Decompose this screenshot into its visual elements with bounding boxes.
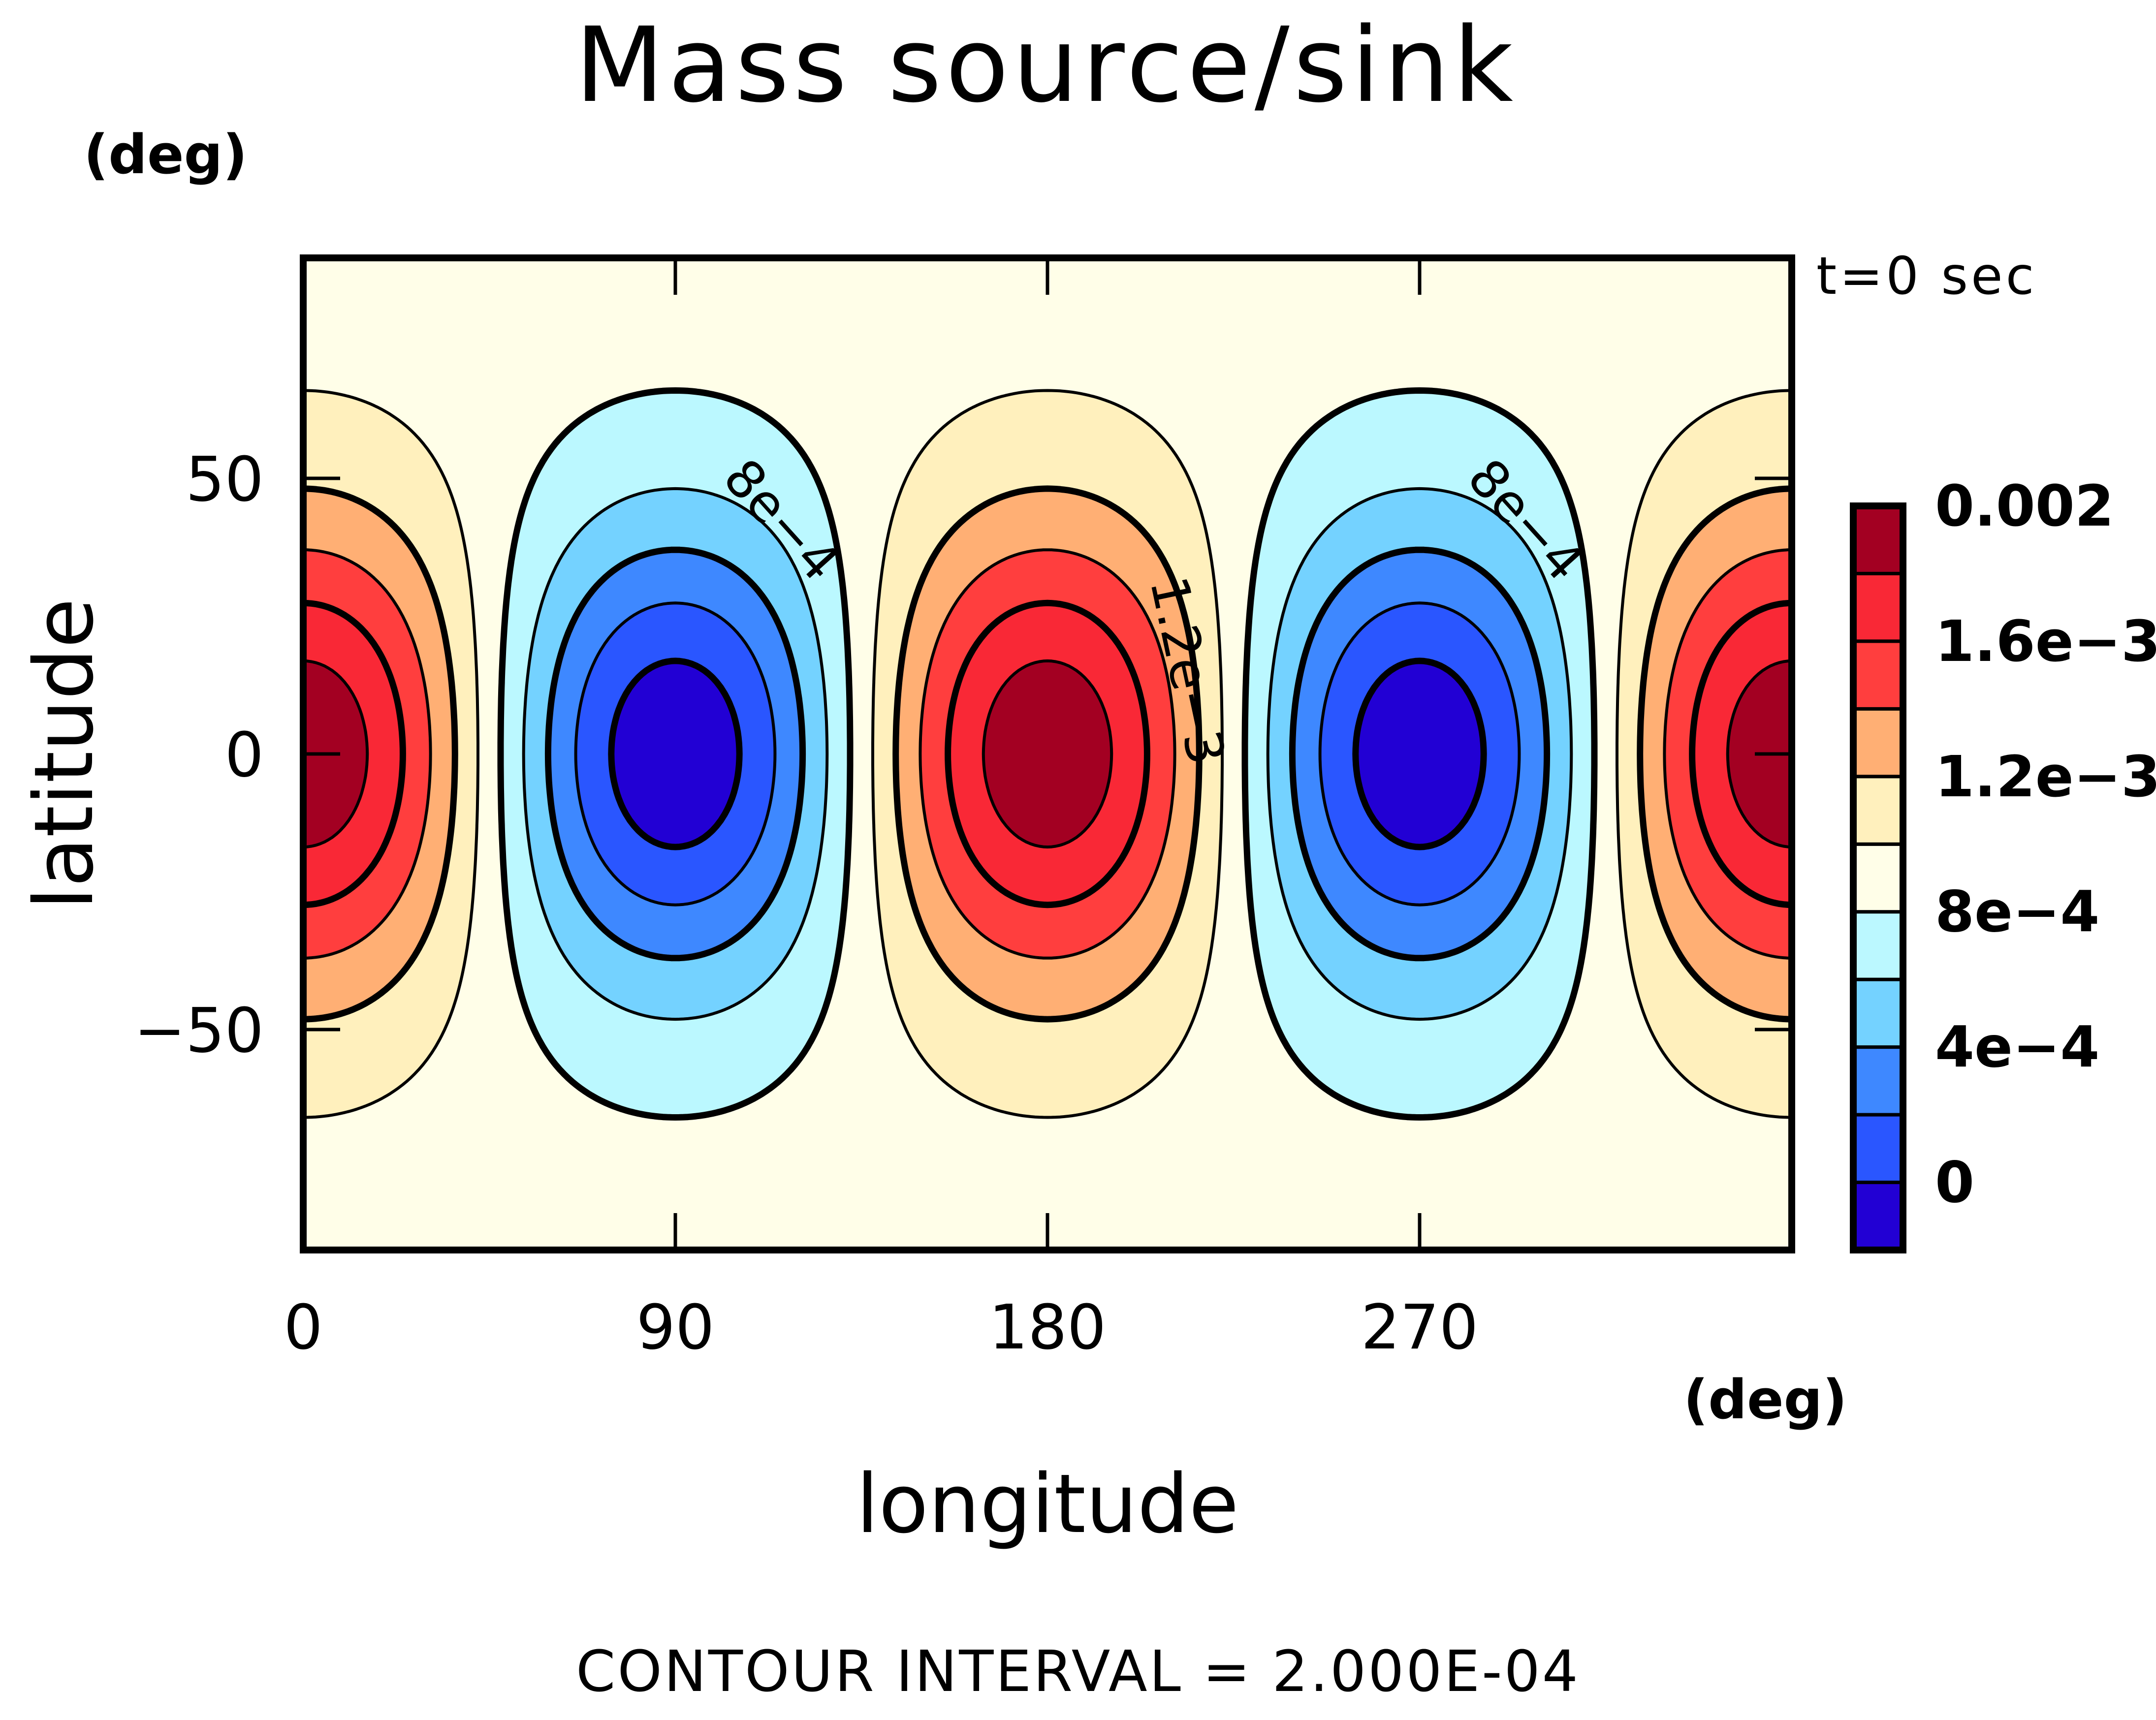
colorbar: 0 4e−4 8e−4 1.2e−3 1.6e−3 0.002 [1850,473,2156,1253]
x-axis-label: longitude [856,1457,1239,1551]
y-axis-ticks: −50 0 50 [134,444,1792,1066]
x-tick-label: 90 [636,1292,714,1363]
colorbar-tick-label: 4e−4 [1935,1015,2099,1081]
contour-line-0 [608,657,1487,850]
colorbar-tick-label: 0 [1935,1150,1974,1216]
colorbar-swatch [1851,639,1905,711]
colorbar-swatch [1851,571,1905,643]
contour-line-0.0008 [497,387,1598,1121]
colorbar-tick-label: 1.6e−3 [1935,609,2156,675]
colorbar-swatch [1851,977,1905,1049]
colorbar-swatch [1851,842,1905,914]
colorbar-swatch [1851,1045,1905,1117]
contour-line-0.0004 [544,546,1551,962]
x-tick-label: 180 [989,1292,1107,1363]
x-axis-ticks: 0 90 180 270 [284,258,1478,1363]
y-tick-label: 50 [186,444,264,515]
colorbar-tick-label: 0.002 [1935,473,2114,539]
colorbar-swatch [1851,1113,1905,1185]
colorbar-swatch [1851,1181,1905,1252]
colorbar-tick-label: 1.2e−3 [1935,744,2156,810]
contour-interval-note: CONTOUR INTERVAL = 2.000E-04 [576,1639,1580,1705]
filled-contour-field [303,258,1792,1250]
y-axis-unit: (deg) [84,123,248,186]
x-axis-unit: (deg) [1683,1368,1847,1431]
y-tick-label: −50 [134,995,264,1066]
contour-lines [300,387,1795,1121]
x-tick-label: 0 [284,1292,323,1363]
x-tick-label: 270 [1361,1292,1479,1363]
colorbar-frame [1850,502,1906,1253]
colorbar-swatch [1851,910,1905,981]
colorbar-swatch [1851,504,1905,575]
colorbar-tick-label: 8e−4 [1935,879,2099,945]
y-tick-label: 0 [224,719,264,791]
contour-line-0.0002 [574,601,1521,907]
contour-line-0.0006 [522,487,1573,1021]
colorbar-swatch [1851,707,1905,779]
chart-title: Mass source/sink [574,5,1518,125]
time-annotation: t=0 sec [1816,246,2037,306]
colorbar-swatch [1851,775,1905,846]
